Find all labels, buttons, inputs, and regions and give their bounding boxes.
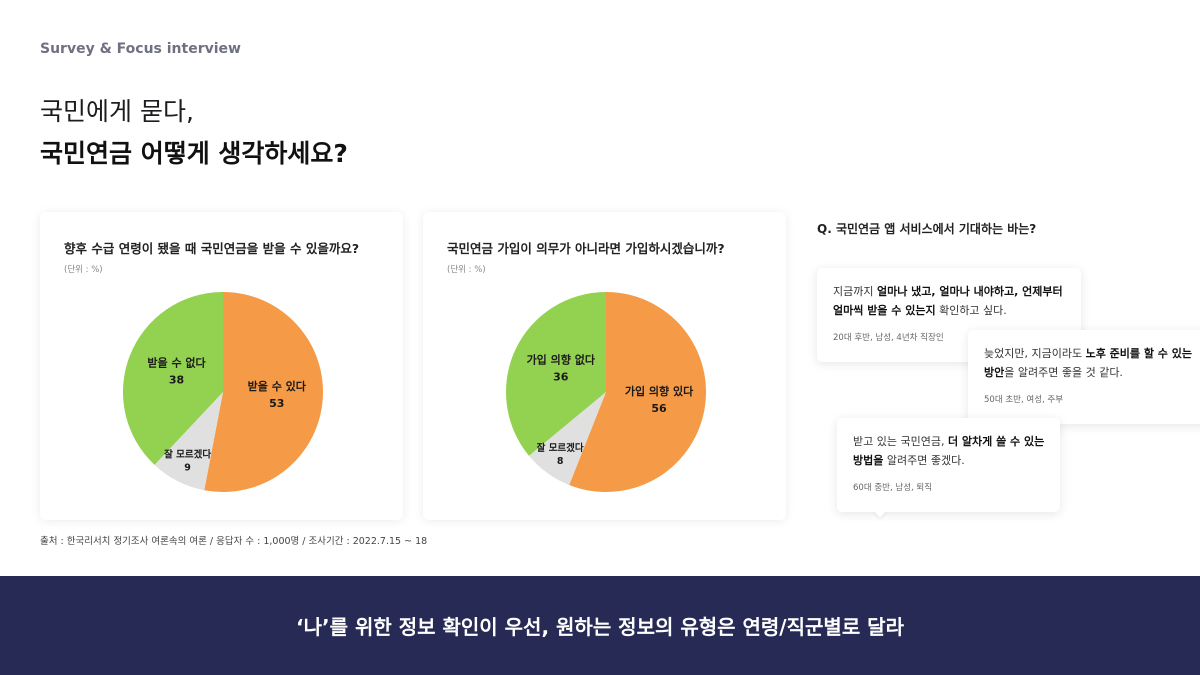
quote-text: 지금까지 얼마나 냈고, 얼마나 내야하고, 언제부터 얼마씩 받을 수 있는지… xyxy=(833,285,1063,317)
chart-unit: (단위 : %) xyxy=(64,265,103,275)
pie-slice xyxy=(506,292,606,456)
source-note: 출처 : 한국리서치 정기조사 여론속의 여론 / 응답자 수 : 1,000명… xyxy=(40,536,428,547)
chart-title: 향후 수급 연령이 됐을 때 국민연금을 받을 수 있을까요? xyxy=(64,241,360,256)
quote-bubble: 지금까지 얼마나 냈고, 얼마나 내야하고, 언제부터 얼마씩 받을 수 있는지… xyxy=(817,268,1081,362)
pie-slice xyxy=(569,292,706,492)
pie-slice xyxy=(204,292,323,492)
pie-slice-label: 받을 수 없다 xyxy=(147,356,206,370)
summary-banner: ‘나’를 위한 정보 확인이 우선, 원하는 정보의 유형은 연령/직군별로 달… xyxy=(0,576,1200,675)
pie-chart-join: 가입 의향 있다 56 잘 모르겠다 8 가입 의향 없다 36 xyxy=(506,292,706,492)
pie-slice-value: 38 xyxy=(169,374,184,387)
quote-bubble: 받고 있는 국민연금, 더 알차게 쓸 수 있는 방법을 알려주면 좋겠다. 6… xyxy=(837,418,1060,512)
pie-slice-value: 9 xyxy=(184,462,191,473)
pie-slice xyxy=(123,292,223,465)
pie-slice-label: 잘 모르겠다 xyxy=(164,448,211,460)
quote-text: 받고 있는 국민연금, 더 알차게 쓸 수 있는 방법을 알려주면 좋겠다. xyxy=(853,435,1045,467)
pie-slice-value: 8 xyxy=(557,456,564,467)
chart-card-join: 국민연금 가입이 의무가 아니라면 가입하시겠습니까? (단위 : %) 가입 … xyxy=(423,212,786,520)
chart-unit: (단위 : %) xyxy=(447,265,486,275)
pie-slice-label: 가입 의향 없다 xyxy=(527,353,596,367)
quote-author: 50대 초반, 여성, 주부 xyxy=(984,395,1064,405)
pie-slice-value: 36 xyxy=(553,371,569,384)
pie-chart-receive: 받을 수 있다 53 잘 모르겠다 9 받을 수 없다 38 xyxy=(123,292,323,492)
summary-text: ‘나’를 위한 정보 확인이 우선, 원하는 정보의 유형은 연령/직군별로 달… xyxy=(296,615,904,639)
pie-slice-label: 가입 의향 있다 xyxy=(625,384,694,398)
page-title-line1: 국민에게 묻다, xyxy=(40,97,194,126)
page-title-line2: 국민연금 어떻게 생각하세요? xyxy=(40,139,348,168)
pie-slice-label: 받을 수 있다 xyxy=(248,379,307,393)
chart-title: 국민연금 가입이 의무가 아니라면 가입하시겠습니까? xyxy=(447,241,725,256)
quote-author: 20대 후반, 남성, 4년차 직장인 xyxy=(833,333,944,343)
pie-slice-value: 53 xyxy=(269,397,284,410)
quote-bubble: 늦었지만, 지금이라도 노후 준비를 할 수 있는 방안을 알려주면 좋을 것 … xyxy=(968,330,1200,424)
pie-slice xyxy=(154,392,223,491)
pie-slice-label: 잘 모르겠다 xyxy=(537,442,584,454)
pie-slice xyxy=(528,392,606,485)
quote-author: 60대 중반, 남성, 퇴직 xyxy=(853,483,933,493)
speech-bubble-tail xyxy=(873,510,887,518)
question-title: Q. 국민연금 앱 서비스에서 기대하는 바는? xyxy=(817,222,1037,236)
section-eyebrow: Survey & Focus interview xyxy=(40,41,241,57)
chart-card-receive: 향후 수급 연령이 됐을 때 국민연금을 받을 수 있을까요? (단위 : %)… xyxy=(40,212,403,520)
pie-slice-value: 56 xyxy=(651,402,667,415)
quote-text: 늦었지만, 지금이라도 노후 준비를 할 수 있는 방안을 알려주면 좋을 것 … xyxy=(984,347,1192,379)
